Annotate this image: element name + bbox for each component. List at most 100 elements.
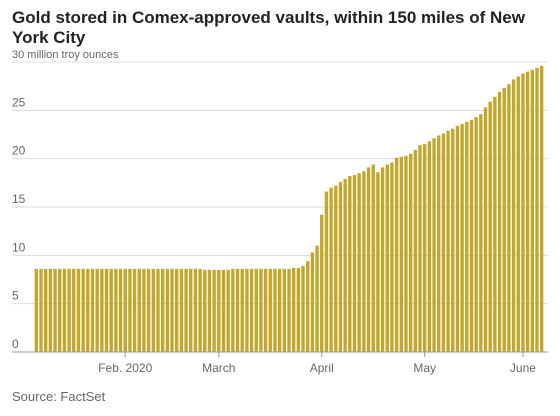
bar [352, 175, 357, 352]
bar [189, 268, 193, 352]
bar [479, 114, 483, 352]
bar [240, 268, 244, 352]
bar [212, 269, 216, 352]
x-tick-label: March [202, 361, 235, 375]
bar [249, 268, 254, 352]
bar [310, 252, 315, 352]
bar [394, 157, 399, 352]
bar [58, 268, 62, 352]
bar [221, 269, 226, 352]
bar [282, 268, 287, 352]
bar [427, 141, 432, 352]
bar [123, 268, 127, 352]
bar [109, 268, 113, 352]
bar [137, 268, 141, 352]
bar [535, 67, 539, 353]
bar [151, 268, 155, 352]
bar [132, 268, 137, 352]
bar [95, 268, 99, 352]
bar [380, 167, 385, 352]
bar [404, 155, 408, 352]
x-tick-label: Feb. 2020 [98, 361, 152, 375]
bar [525, 71, 530, 353]
bar [254, 268, 258, 352]
bar [488, 101, 492, 352]
bar [497, 91, 502, 352]
bar [446, 130, 450, 352]
bar [301, 265, 305, 352]
bar [329, 187, 333, 352]
bar [348, 176, 352, 352]
bar [48, 268, 53, 352]
bar [385, 164, 389, 352]
bar [165, 268, 170, 352]
bar [469, 120, 474, 352]
bar [175, 268, 179, 352]
bar [207, 269, 212, 352]
bar [160, 268, 165, 352]
bar [217, 269, 221, 352]
bar [460, 123, 464, 353]
bar [423, 144, 427, 352]
bar [179, 268, 184, 352]
bar [76, 268, 81, 352]
y-tick-label: 15 [12, 192, 26, 206]
bar [366, 167, 371, 352]
bar [371, 164, 375, 352]
bar [437, 135, 441, 352]
bar [142, 268, 146, 352]
source-note: Source: FactSet [12, 389, 106, 404]
bar [441, 133, 446, 352]
y-tick-label: 20 [12, 144, 26, 158]
bar [53, 268, 57, 352]
bar [44, 268, 48, 352]
bar [104, 268, 109, 352]
bar [231, 268, 235, 352]
bar [493, 96, 497, 352]
bar [418, 145, 422, 352]
bar [235, 268, 240, 352]
bar [483, 107, 488, 353]
bar [198, 268, 202, 352]
bar [203, 269, 207, 352]
bar [90, 268, 95, 352]
bar [451, 128, 455, 352]
x-tick-label: June [510, 361, 536, 375]
bar [338, 181, 343, 352]
bar [263, 268, 268, 352]
bar [315, 245, 319, 352]
bar [273, 268, 277, 352]
bar [277, 268, 282, 352]
chart-title: Gold stored in Comex-approved vaults, wi… [12, 8, 525, 47]
bar [81, 268, 85, 352]
bar [34, 268, 39, 352]
bar [245, 268, 249, 352]
bar [334, 185, 338, 352]
bar [320, 214, 324, 352]
bar [432, 138, 436, 352]
bar [268, 268, 272, 352]
bar [539, 65, 544, 353]
bar [146, 268, 151, 352]
bar [62, 268, 67, 352]
x-axis-ticks: Feb. 2020 March April May June [98, 352, 536, 375]
bar [296, 267, 301, 352]
bar [156, 268, 160, 352]
bar [67, 268, 71, 352]
bar [226, 269, 230, 352]
x-tick-label: May [413, 361, 436, 375]
bar [357, 173, 361, 352]
bar [306, 261, 310, 352]
bar [128, 268, 132, 352]
bar [39, 268, 43, 352]
bar [86, 268, 90, 352]
bar [408, 153, 413, 352]
bar [455, 125, 460, 352]
bar [465, 121, 469, 353]
x-tick-label: April [310, 361, 334, 375]
bar [390, 162, 394, 352]
unit-label: 30 million troy ounces [12, 49, 119, 61]
bar [100, 268, 104, 352]
